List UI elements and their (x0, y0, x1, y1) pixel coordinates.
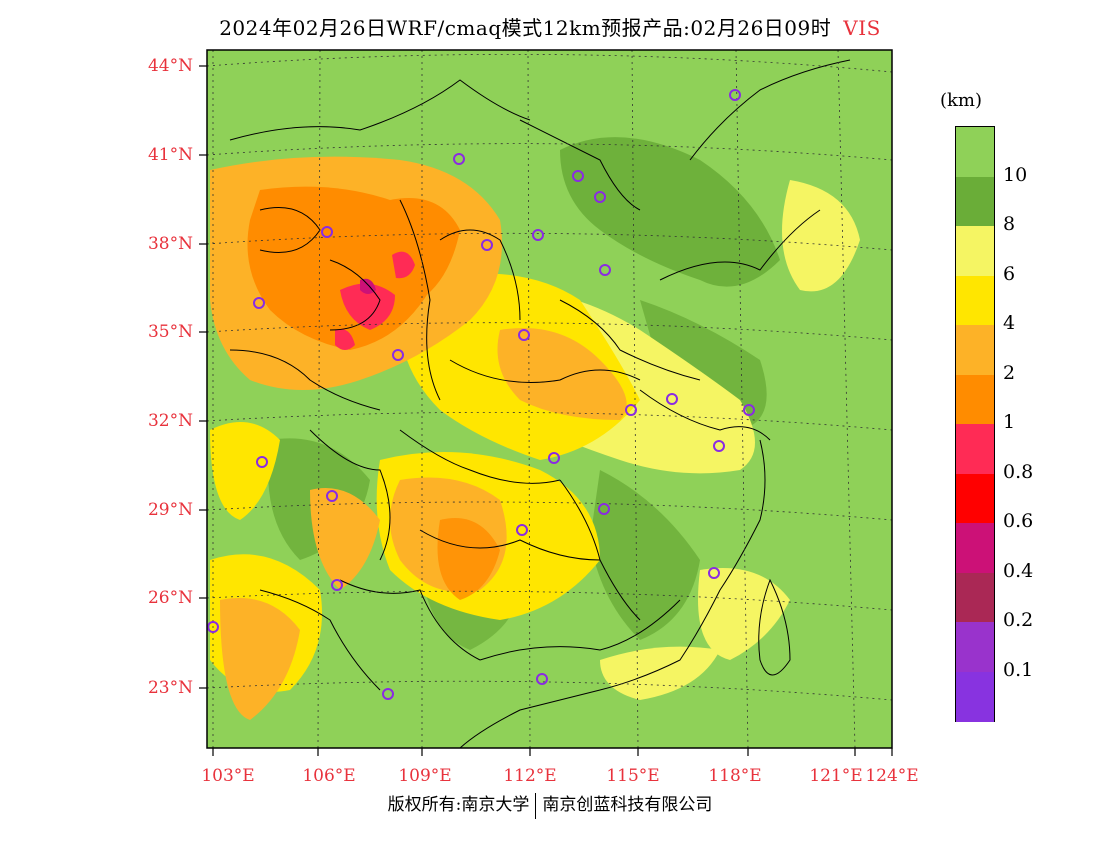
lon-label-121: 121°E (809, 766, 863, 786)
color-bar (955, 126, 995, 722)
color-bar-segment (956, 325, 994, 375)
color-bar-segment (956, 523, 994, 573)
lon-label-106: 106°E (302, 766, 356, 786)
lon-label-109: 109°E (398, 766, 452, 786)
station-marker (548, 452, 560, 464)
station-marker (599, 264, 611, 276)
color-bar-segment (956, 473, 994, 524)
lon-label-103: 103°E (201, 766, 255, 786)
color-bar-segment (956, 176, 994, 227)
graticule (207, 50, 892, 748)
color-bar-label: 4 (1003, 312, 1016, 334)
station-marker (256, 456, 268, 468)
station-marker (253, 297, 265, 309)
station-marker (743, 404, 755, 416)
province-borders (229, 59, 851, 748)
station-marker (713, 440, 725, 452)
color-bar-label: 8 (1003, 213, 1016, 235)
color-bar-label: 0.1 (1003, 658, 1034, 681)
station-marker (532, 229, 544, 241)
color-bar-segment (956, 424, 994, 474)
station-marker (729, 89, 741, 101)
lon-label-115: 115°E (606, 766, 660, 786)
color-bar-segment (956, 671, 994, 722)
lat-label-26: 26°N (147, 588, 193, 608)
color-bar-segment (956, 275, 994, 326)
lon-label-118: 118°E (708, 766, 762, 786)
station-marker (207, 621, 219, 633)
color-bar-segment (956, 622, 994, 672)
station-marker (331, 579, 343, 591)
color-bar-label: 0.8 (1003, 460, 1034, 483)
color-bar-segment (956, 572, 994, 623)
station-marker (518, 329, 530, 341)
title-variable: VIS (843, 16, 881, 40)
color-bar-label: 2 (1003, 361, 1016, 384)
lat-label-32: 32°N (147, 411, 193, 431)
lat-label-41: 41°N (147, 145, 193, 165)
map-title: 2024年02月26日WRF/cmaq模式12km预报产品:02月26日09时 V… (0, 12, 1100, 41)
station-marker (382, 688, 394, 700)
color-bar-label: 0.6 (1003, 510, 1034, 532)
legend-unit: (km) (940, 90, 983, 111)
lat-label-23: 23°N (147, 678, 193, 698)
color-bar-segment (956, 127, 994, 177)
map-field (207, 50, 892, 748)
station-marker (666, 393, 678, 405)
color-bar-segment (956, 374, 994, 425)
color-bar-label: 1 (1003, 411, 1016, 433)
footer: 版权所有:南京大学 南京创蓝科技有限公司 (0, 790, 1100, 819)
station-marker (392, 349, 404, 361)
station-marker (572, 170, 584, 182)
color-bar-label: 0.2 (1003, 609, 1034, 631)
footer-separator (535, 792, 537, 819)
city-markers (207, 89, 755, 700)
copyright-text: 版权所有:南京大学 (387, 795, 530, 815)
station-marker (516, 524, 528, 536)
axis-ticks (199, 65, 893, 756)
lat-label-44: 44°N (147, 56, 193, 76)
company-text: 南京创蓝科技有限公司 (542, 795, 713, 815)
station-marker (481, 239, 493, 251)
station-marker (708, 567, 720, 579)
lon-label-124: 124°E (865, 766, 919, 786)
title-text: 2024年02月26日WRF/cmaq模式12km预报产品:02月26日09时 (219, 16, 832, 40)
station-marker (625, 404, 637, 416)
station-marker (536, 673, 548, 685)
lon-label-112: 112°E (503, 766, 557, 786)
station-marker (326, 490, 338, 502)
color-bar-label: 6 (1003, 262, 1016, 285)
lat-label-35: 35°N (147, 322, 193, 342)
station-marker (321, 226, 333, 238)
color-bar-label: 0.4 (1003, 559, 1034, 582)
station-marker (594, 191, 606, 203)
color-bar-segment (956, 226, 994, 276)
lat-label-38: 38°N (147, 234, 193, 254)
station-marker (453, 153, 465, 165)
lat-label-29: 29°N (147, 500, 193, 520)
map-frame (206, 49, 893, 749)
station-marker (598, 503, 610, 515)
color-bar-label: 10 (1003, 163, 1028, 186)
